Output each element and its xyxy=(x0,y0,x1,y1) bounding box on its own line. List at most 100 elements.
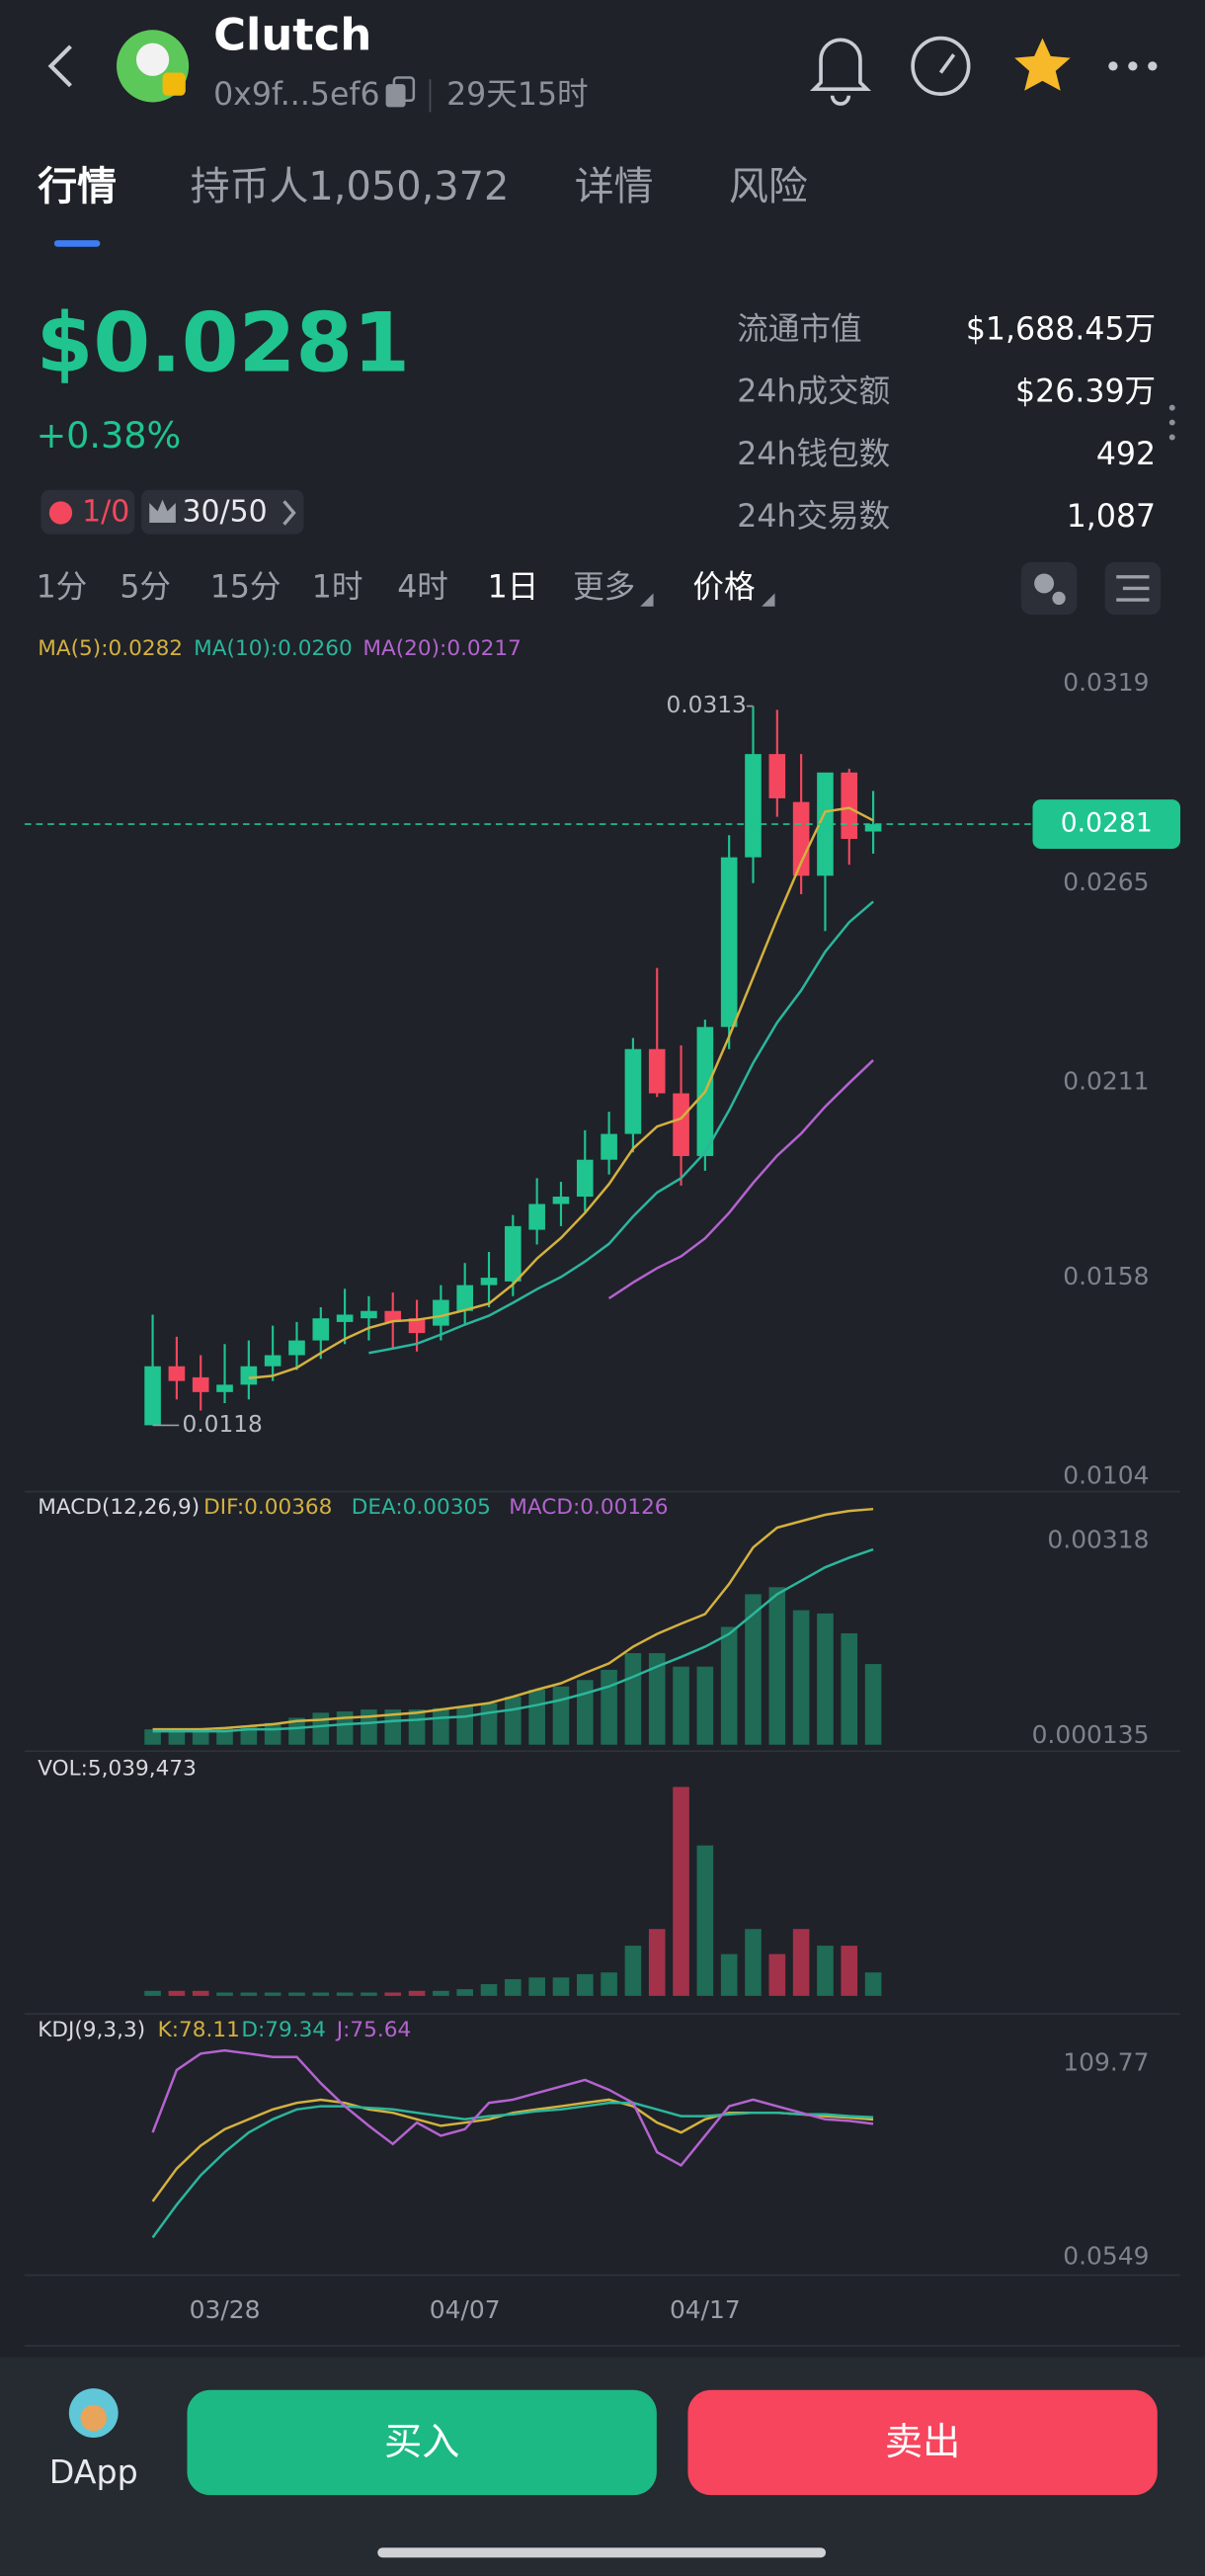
legend-entry: D:79.34 xyxy=(241,2018,326,2042)
buy-button[interactable] xyxy=(187,2389,657,2496)
candle-body xyxy=(240,1366,258,1385)
legend-entry: DIF:0.00368 xyxy=(203,1495,332,1520)
candle-body xyxy=(216,1384,233,1392)
x-tick-label: 04/17 xyxy=(670,2295,741,2324)
tab[interactable]: 详情 xyxy=(575,164,654,209)
volume-bar xyxy=(144,1990,161,1996)
stat-label: 流通市值 xyxy=(737,311,861,347)
interval-option[interactable]: 1分 xyxy=(37,569,88,605)
volume-bar xyxy=(792,1929,810,1996)
volume-bar xyxy=(745,1929,762,1996)
candle-body xyxy=(456,1285,474,1311)
volume-bar xyxy=(384,1992,402,1996)
y-tick-label: 0.0104 xyxy=(1063,1461,1149,1490)
indicator-icon xyxy=(1034,573,1055,594)
legend-entry: MACD:0.00126 xyxy=(509,1495,668,1520)
tab[interactable]: 行情 xyxy=(38,164,117,209)
interval-option[interactable]: 1时 xyxy=(312,569,363,605)
candle-body xyxy=(792,801,810,876)
copy-icon[interactable] xyxy=(385,84,406,108)
tab[interactable]: 风险 xyxy=(729,164,808,209)
interval-option[interactable]: 15分 xyxy=(210,569,281,605)
interval-option[interactable]: 4时 xyxy=(397,569,448,605)
macd-bar xyxy=(817,1613,834,1745)
interval-option[interactable]: 1日 xyxy=(488,569,539,605)
legend-entry: DEA:0.00305 xyxy=(352,1495,491,1520)
volume-bar xyxy=(817,1946,834,1996)
token-age: 29天15时 xyxy=(446,77,589,113)
candle-body xyxy=(624,1048,642,1134)
interval-option[interactable]: 5分 xyxy=(120,569,171,605)
y-tick-label: 0.000135 xyxy=(1032,1720,1150,1749)
y-tick-label: 0.0211 xyxy=(1063,1066,1149,1095)
badge-bg[interactable] xyxy=(140,489,304,535)
volume-bar xyxy=(168,1990,186,1996)
legend-entry: J:75.64 xyxy=(335,2018,411,2042)
candle-body xyxy=(768,754,786,798)
candle-body xyxy=(312,1318,330,1341)
macd-bar xyxy=(433,1707,449,1745)
crown-icon xyxy=(149,499,176,523)
macd-bar xyxy=(336,1711,354,1745)
candle-body xyxy=(576,1159,594,1198)
macd-bar xyxy=(361,1709,377,1745)
y-tick-label: 0.0158 xyxy=(1063,1262,1149,1290)
macd-bar xyxy=(552,1686,570,1745)
candle-body xyxy=(433,1299,449,1326)
candle-body xyxy=(480,1278,498,1286)
macd-bar xyxy=(456,1705,474,1745)
candle-body xyxy=(505,1225,522,1282)
ma-line xyxy=(248,806,874,1379)
candle-body xyxy=(384,1310,402,1322)
y-tick-label: 0.0319 xyxy=(1063,668,1149,697)
volume-bar xyxy=(408,1990,426,1996)
volume-bar xyxy=(768,1953,786,1996)
volume-bar xyxy=(456,1989,474,1996)
y-tick-label: 0.00318 xyxy=(1047,1526,1149,1554)
panel-title: VOL:5,039,473 xyxy=(38,1757,197,1782)
more-dot[interactable] xyxy=(1108,61,1118,71)
stat-value: 1,087 xyxy=(1067,499,1156,535)
badge-icon xyxy=(48,501,73,525)
sell-button[interactable] xyxy=(687,2389,1158,2496)
dapp-label: DApp xyxy=(49,2452,138,2491)
price: $0.0281 xyxy=(37,295,410,391)
stat-label: 24h成交额 xyxy=(737,374,890,410)
candle-body xyxy=(648,1048,666,1094)
tab[interactable]: 持币人1,050,372 xyxy=(191,164,510,209)
volume-bar xyxy=(576,1973,594,1996)
y-tick-label: 0.0549 xyxy=(1063,2241,1149,2270)
interval-option[interactable]: 更多 xyxy=(573,569,635,605)
home-indicator xyxy=(377,2547,827,2558)
macd-bar xyxy=(745,1594,762,1745)
indicator-icon xyxy=(1052,591,1066,606)
volume-bar xyxy=(864,1972,882,1996)
token-address: 0x9f...5ef6 xyxy=(213,77,380,113)
gauge-icon[interactable] xyxy=(911,36,971,96)
stat-value: $26.39万 xyxy=(1015,374,1156,410)
bell-icon[interactable] xyxy=(810,38,872,106)
macd-bar xyxy=(720,1626,738,1745)
last-price-tag xyxy=(1032,799,1181,849)
volume-bar xyxy=(192,1990,209,1996)
stat-label: 24h钱包数 xyxy=(737,437,890,472)
volume-bar xyxy=(720,1953,738,1996)
volume-bar xyxy=(361,1992,377,1996)
volume-bar xyxy=(505,1978,522,1996)
panel-title: MACD(12,26,9) xyxy=(38,1495,200,1520)
more-dot xyxy=(1128,61,1138,71)
macd-bar xyxy=(408,1709,426,1745)
token-name: Clutch xyxy=(213,9,371,61)
interval-option[interactable]: 价格 xyxy=(692,569,755,605)
back-button[interactable] xyxy=(47,44,72,88)
tab-underline xyxy=(53,240,101,247)
candle-body xyxy=(817,772,834,876)
candle-body xyxy=(864,824,882,832)
macd-bar xyxy=(673,1666,689,1745)
panel-title: KDJ(9,3,3) xyxy=(38,2018,145,2042)
macd-bar xyxy=(601,1669,617,1745)
favorite-star[interactable] xyxy=(1014,38,1071,91)
macd-bar xyxy=(312,1712,330,1745)
macd-bar xyxy=(864,1664,882,1745)
